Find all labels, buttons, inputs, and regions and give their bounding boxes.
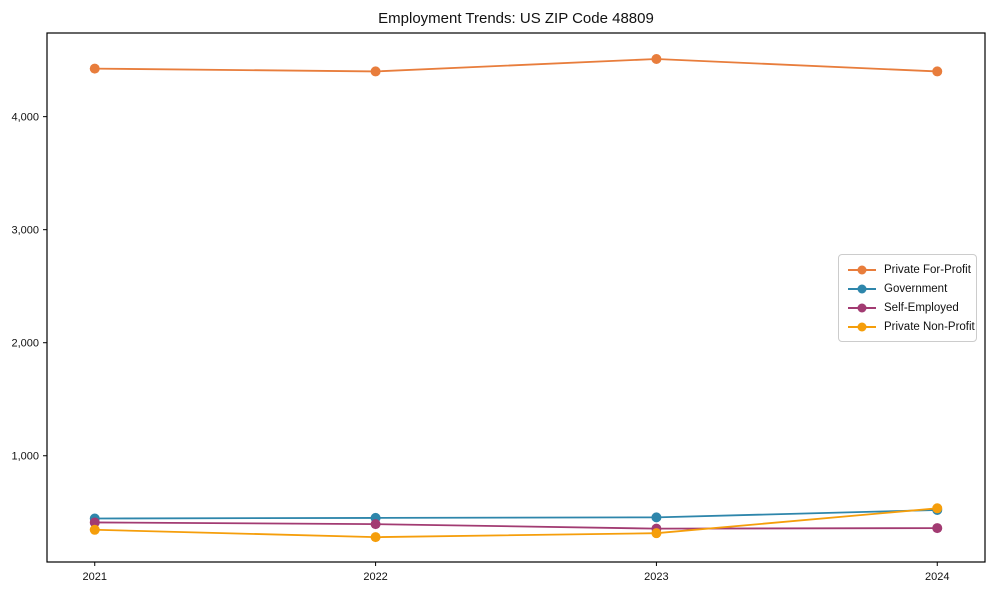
legend: Private For-Profit Government Self-Employe… — [838, 254, 977, 342]
legend-item: Self-Employed — [847, 298, 968, 317]
data-point-marker — [651, 53, 662, 64]
legend-label: Private For-Profit — [884, 263, 971, 276]
legend-label: Government — [884, 282, 948, 295]
x-tick-label: 2022 — [363, 571, 387, 583]
legend-item: Private For-Profit — [847, 260, 971, 279]
chart-title: Employment Trends: US ZIP Code 48809 — [378, 10, 654, 27]
x-tick-label: 2021 — [83, 571, 107, 583]
series-line-government — [94, 509, 938, 520]
data-point-marker — [370, 519, 381, 530]
data-point-marker — [89, 63, 100, 74]
data-point-marker — [932, 66, 943, 77]
data-point-marker — [370, 532, 381, 543]
x-tick-label: 2024 — [925, 571, 949, 583]
data-point-marker — [932, 523, 943, 534]
y-tick-label: 1,000 — [11, 451, 39, 463]
legend-line-marker-icon — [848, 265, 876, 274]
legend-label: Private Non-Profit — [884, 320, 975, 333]
series-line-self-employed — [94, 521, 938, 530]
data-point-marker — [932, 503, 943, 514]
legend-item: Government — [847, 279, 968, 298]
legend-line-marker-icon — [848, 284, 876, 293]
legend-label: Self-Employed — [884, 301, 959, 314]
data-point-marker — [89, 517, 100, 528]
series-line-private-non-profit — [94, 507, 938, 539]
data-point-marker — [89, 524, 100, 535]
series-line-private-for-profit — [94, 58, 938, 73]
data-point-marker — [370, 66, 381, 77]
data-point-marker — [651, 512, 662, 523]
x-tick-label: 2023 — [644, 571, 668, 583]
legend-line-marker-icon — [848, 303, 876, 312]
legend-line-marker-icon — [848, 322, 876, 331]
y-tick-label: 4,000 — [11, 112, 39, 124]
data-point-marker — [651, 528, 662, 539]
legend-item: Private Non-Profit — [847, 317, 975, 336]
y-tick-label: 3,000 — [11, 225, 39, 237]
axes-box — [46, 32, 986, 563]
y-tick-label: 2,000 — [11, 338, 39, 350]
